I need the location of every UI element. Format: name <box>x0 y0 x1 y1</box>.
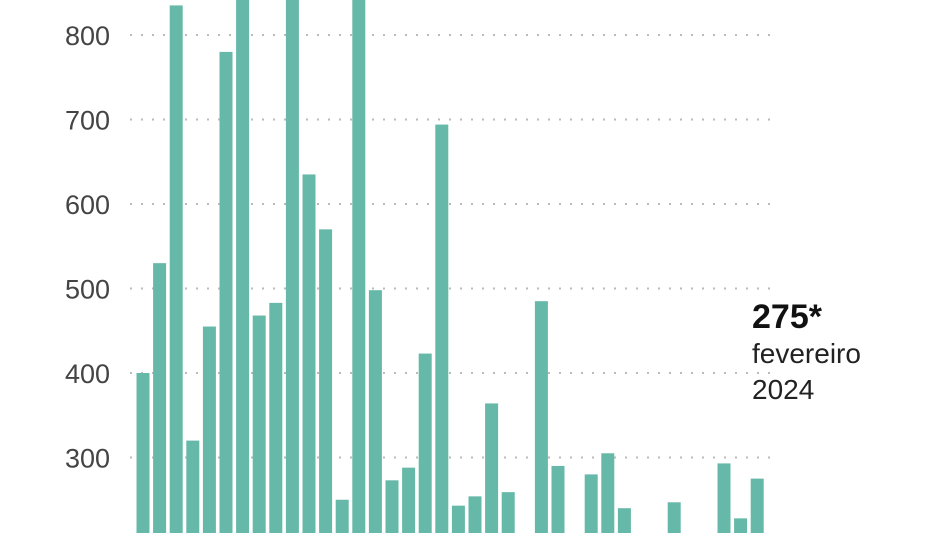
bar <box>269 302 283 533</box>
bar <box>734 518 748 533</box>
bar <box>617 508 631 533</box>
y-tick-label: 800 <box>65 21 110 51</box>
bar <box>418 353 432 533</box>
bar <box>186 440 200 533</box>
bar <box>319 229 333 533</box>
bar <box>236 0 250 533</box>
bar <box>485 403 499 533</box>
annotation-year: 2024 <box>752 374 815 405</box>
y-tick-label: 300 <box>65 444 110 474</box>
bar <box>285 0 299 533</box>
bar <box>551 465 565 533</box>
y-tick-label: 500 <box>65 275 110 305</box>
bar <box>402 467 416 533</box>
annotation-month: fevereiro <box>752 338 861 369</box>
bar <box>153 263 167 533</box>
bar <box>352 0 366 533</box>
y-tick-label: 700 <box>65 106 110 136</box>
bar <box>302 174 316 533</box>
bar <box>219 51 233 533</box>
bar <box>435 124 449 533</box>
y-tick-label: 200 <box>65 528 110 533</box>
y-tick-label: 600 <box>65 190 110 220</box>
bar <box>750 478 764 533</box>
annotation-value: 275* <box>752 298 822 336</box>
y-tick-label: 400 <box>65 359 110 389</box>
bar <box>451 505 465 533</box>
bar <box>136 373 150 533</box>
bar <box>252 315 266 533</box>
bar <box>667 502 681 533</box>
bar <box>368 290 382 533</box>
bar <box>584 474 598 533</box>
last-value-annotation: 275* fevereiro 2024 <box>752 298 861 408</box>
bar <box>385 480 399 533</box>
bar <box>534 301 548 533</box>
bar <box>601 453 615 533</box>
bar <box>202 326 216 533</box>
bar <box>468 496 482 533</box>
bar <box>501 492 515 533</box>
bar <box>717 463 731 533</box>
bar <box>335 499 349 533</box>
bar <box>169 5 183 533</box>
